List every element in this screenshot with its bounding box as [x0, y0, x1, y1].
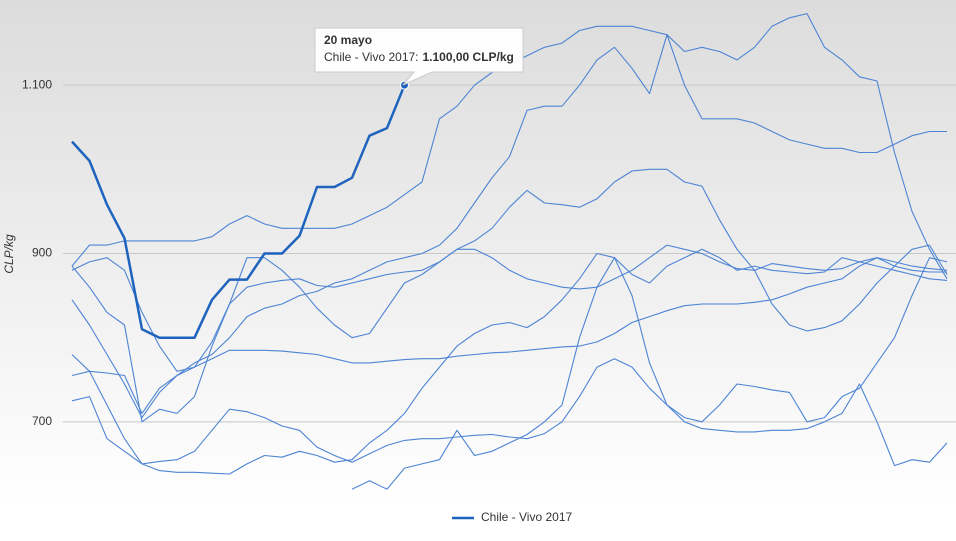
y-axis-label: CLP/kg [2, 234, 16, 274]
tooltip-box [314, 27, 524, 86]
lines [71, 13, 948, 490]
tooltip-date: 20 mayo [324, 33, 372, 47]
series-line [71, 244, 948, 372]
tooltip-series: Chile - Vivo 2017: [324, 50, 419, 64]
y-tick-label: 700 [32, 414, 52, 428]
tooltip: 20 mayo Chile - Vivo 2017: 1.100,00 CLP/kg [314, 27, 524, 90]
series-line [71, 257, 947, 414]
series-line [71, 168, 948, 423]
series-line [71, 252, 948, 475]
series-line [351, 248, 948, 490]
series-line [71, 34, 947, 419]
tooltip-value: 1.100,00 CLP/kg [423, 50, 514, 64]
y-tick-label: 900 [32, 246, 52, 260]
tooltip-line: Chile - Vivo 2017: 1.100,00 CLP/kg [324, 50, 514, 64]
series-line [71, 257, 948, 465]
legend-label: Chile - Vivo 2017 [481, 510, 572, 524]
series-line-highlight [71, 84, 406, 339]
legend[interactable]: Chile - Vivo 2017 [452, 510, 572, 524]
y-tick-label: 1.100 [22, 77, 52, 91]
